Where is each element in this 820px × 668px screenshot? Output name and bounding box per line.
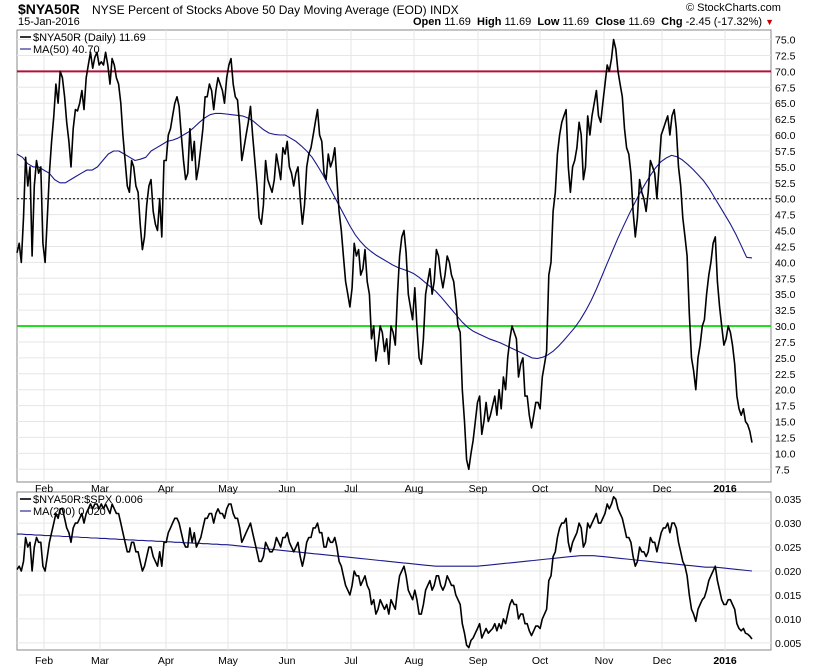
x-tick-label-sep: Sep xyxy=(469,655,488,667)
y-tick-label: 0.020 xyxy=(775,566,801,578)
low-label: Low xyxy=(537,16,560,28)
y-tick-label: 37.5 xyxy=(775,273,796,285)
y-tick-label: 32.5 xyxy=(775,305,796,317)
close-value: 11.69 xyxy=(628,16,656,28)
high-label: High xyxy=(477,16,502,28)
y-tick-label: 0.035 xyxy=(775,494,801,506)
y-tick-label: 30.0 xyxy=(775,321,796,333)
exchange-text: INDX xyxy=(429,3,459,17)
x-tick-label-dec: Dec xyxy=(653,483,672,495)
x-tick-label-oct: Oct xyxy=(532,655,548,667)
x-tick-label-feb: Feb xyxy=(35,483,53,495)
x-tick-label-apr: Apr xyxy=(158,483,175,495)
x-tick-label-may: May xyxy=(218,483,239,495)
legend-entry: $NYA50R:$SPX 0.006 xyxy=(33,494,143,506)
x-tick-label-nov: Nov xyxy=(595,655,614,667)
panel-1-frame xyxy=(16,29,772,483)
y-tick-label: 52.5 xyxy=(775,178,796,190)
copyright[interactable]: © StockCharts.com xyxy=(686,2,781,14)
y-tick-label: 47.5 xyxy=(775,210,796,222)
y-tick-label: 22.5 xyxy=(775,369,796,381)
description: NYSE Percent of Stocks Above 50 Day Movi… xyxy=(92,3,459,17)
y-tick-label: 15.0 xyxy=(775,417,796,429)
y-tick-label: 45.0 xyxy=(775,226,796,238)
y-tick-label: 55.0 xyxy=(775,162,796,174)
x-tick-label-mar: Mar xyxy=(91,483,110,495)
x-tick-label-nov: Nov xyxy=(595,483,614,495)
open-value: 11.69 xyxy=(444,16,471,28)
y-tick-label: 57.5 xyxy=(775,146,796,158)
chg-value: -2.45 (-17.32%) xyxy=(685,16,763,28)
y-tick-label: 62.5 xyxy=(775,114,796,126)
y-tick-label: 72.5 xyxy=(775,50,796,62)
nya50r-price-line xyxy=(16,38,753,471)
x-tick-label-sep: Sep xyxy=(469,483,488,495)
y-tick-label: 0.005 xyxy=(775,638,801,650)
ohlc-summary: Open 11.69 High 11.69 Low 11.69 Close 11… xyxy=(413,16,774,28)
ratio-ma-line xyxy=(17,533,753,572)
y-tick-label: 0.030 xyxy=(775,518,801,530)
low-value: 11.69 xyxy=(562,16,590,28)
y-tick-label: 0.010 xyxy=(775,614,801,626)
x-tick-label-mar: Mar xyxy=(91,655,110,667)
open-label: Open xyxy=(413,16,442,28)
y-tick-label: 0.025 xyxy=(775,542,801,554)
y-tick-label: 27.5 xyxy=(775,337,796,349)
x-tick-label-aug: Aug xyxy=(405,655,424,667)
chg-label: Chg xyxy=(661,16,683,28)
x-tick-label-apr: Apr xyxy=(158,655,175,667)
y-tick-label: 10.0 xyxy=(775,448,796,460)
x-tick-label-aug: Aug xyxy=(405,483,424,495)
x-tick-label-dec: Dec xyxy=(653,655,672,667)
legend-entry: $NYA50R (Daily) 11.69 xyxy=(33,32,146,44)
y-tick-label: 17.5 xyxy=(775,401,796,413)
x-tick-label-jun: Jun xyxy=(279,655,296,667)
y-tick-label: 65.0 xyxy=(775,98,796,110)
y-tick-label: 70.0 xyxy=(775,66,796,78)
high-value: 11.69 xyxy=(504,16,532,28)
x-tick-label-oct: Oct xyxy=(532,483,548,495)
description-text: NYSE Percent of Stocks Above 50 Day Movi… xyxy=(92,3,427,17)
x-tick-label-2016: 2016 xyxy=(713,655,737,667)
y-tick-label: 60.0 xyxy=(775,130,796,142)
y-tick-label: 25.0 xyxy=(775,353,796,365)
down-arrow-icon: ▼ xyxy=(765,17,775,27)
symbol: $NYA50R xyxy=(18,1,80,17)
y-tick-label: 0.015 xyxy=(775,590,801,602)
close-label: Close xyxy=(595,16,626,28)
legend-entry: MA(200) 0.020 xyxy=(33,506,106,518)
x-tick-label-jul: Jul xyxy=(344,483,357,495)
legend-entry: MA(50) 40.70 xyxy=(33,44,100,56)
nya50r-ma-line xyxy=(16,112,753,360)
ratio-price-line xyxy=(16,495,753,649)
y-tick-label: 42.5 xyxy=(775,241,796,253)
y-tick-label: 75.0 xyxy=(775,35,796,47)
x-tick-label-may: May xyxy=(218,655,239,667)
y-tick-label: 20.0 xyxy=(775,385,796,397)
y-tick-label: 7.5 xyxy=(775,464,790,476)
x-tick-label-jun: Jun xyxy=(279,483,296,495)
y-tick-label: 12.5 xyxy=(775,432,796,444)
y-tick-label: 40.0 xyxy=(775,257,796,269)
x-tick-label-feb: Feb xyxy=(35,655,53,667)
x-tick-label-jul: Jul xyxy=(344,655,357,667)
y-tick-label: 67.5 xyxy=(775,82,796,94)
y-tick-label: 50.0 xyxy=(775,194,796,206)
y-tick-label: 35.0 xyxy=(775,289,796,301)
x-tick-label-2016: 2016 xyxy=(713,483,737,495)
date-label: 15-Jan-2016 xyxy=(18,16,80,28)
